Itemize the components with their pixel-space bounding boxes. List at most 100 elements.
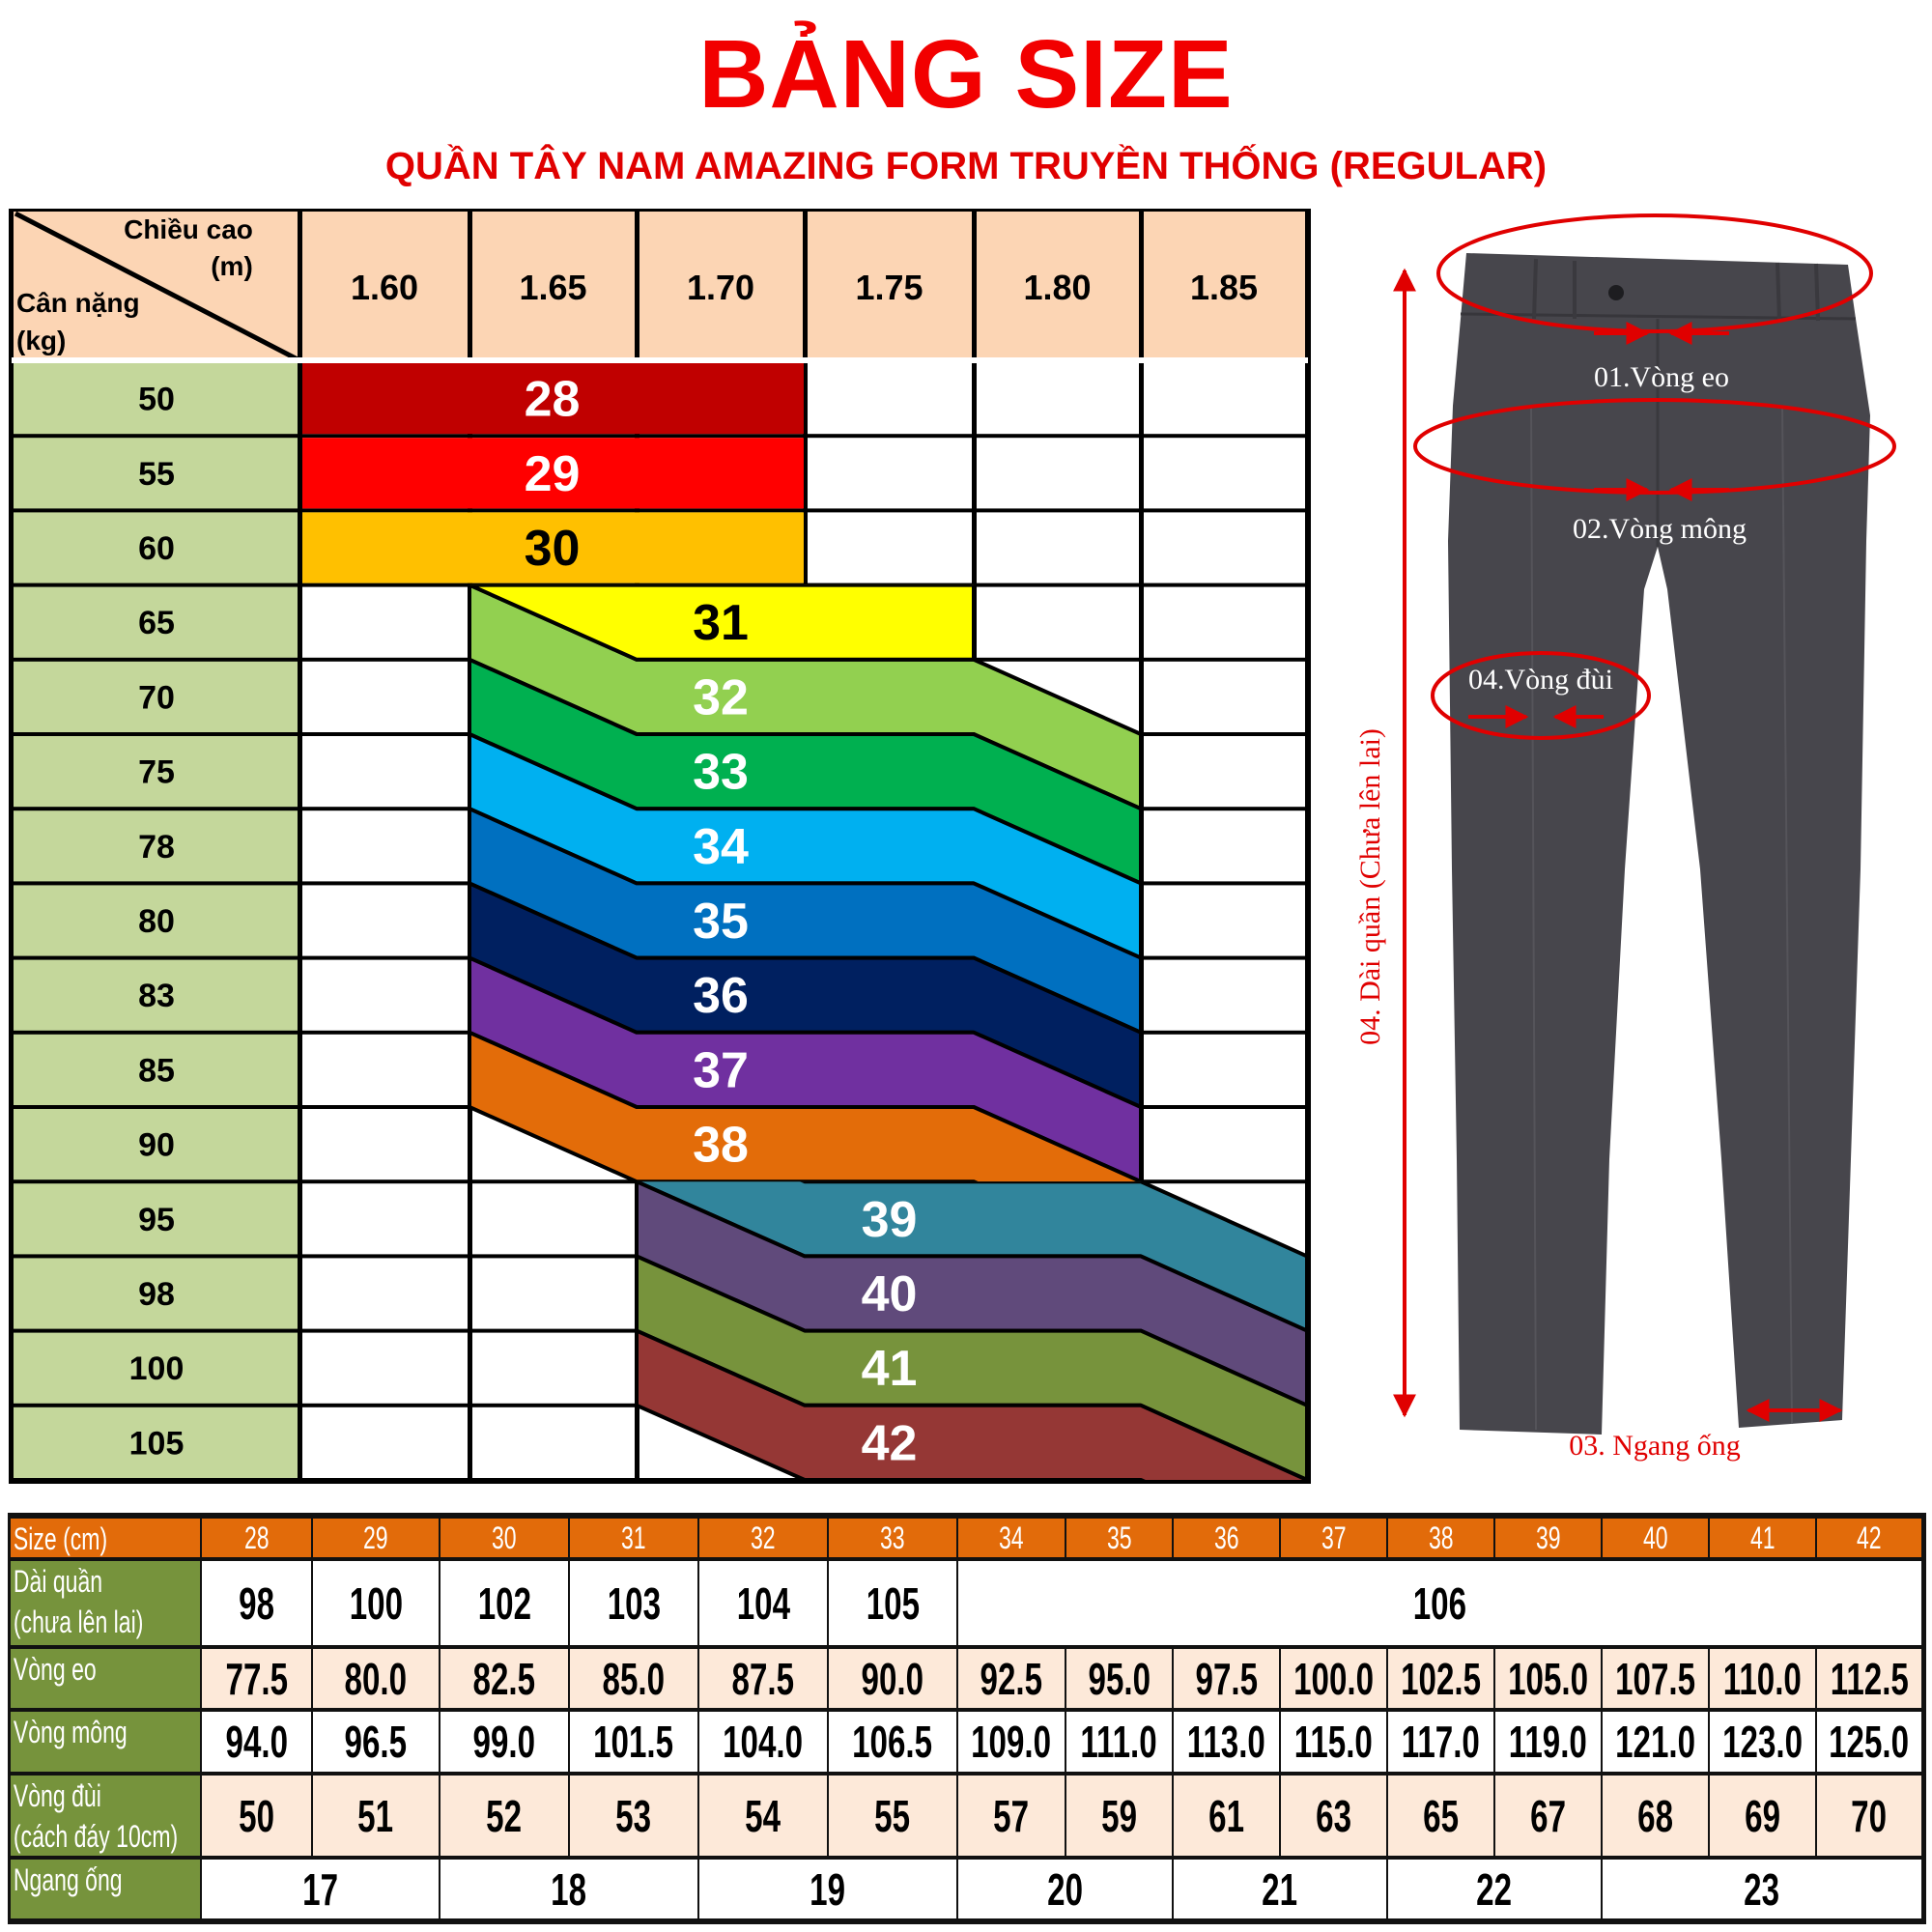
measurement-cell-text: 67 xyxy=(1530,1790,1566,1841)
grid-cell xyxy=(302,810,468,882)
grid-cell xyxy=(302,885,468,956)
measurement-cell-text: 113.0 xyxy=(1186,1717,1266,1767)
measurement-cell-text: 107.5 xyxy=(1615,1653,1695,1704)
size-header: 31 xyxy=(570,1519,697,1557)
measurement-cell-text: 105.0 xyxy=(1508,1653,1588,1704)
row-label: Vòng đùi (cách đáy 10cm) xyxy=(11,1776,200,1856)
measurement-cell: 82.5 xyxy=(440,1649,568,1708)
size-header-text: 35 xyxy=(1106,1520,1132,1555)
grid-cell xyxy=(808,438,972,509)
weight-label: 98 xyxy=(138,1276,175,1313)
weight-label: 95 xyxy=(138,1202,175,1238)
grid-cell xyxy=(302,661,468,732)
size-header: 32 xyxy=(699,1519,827,1557)
measurement-cell-text: 103 xyxy=(607,1577,661,1629)
measurement-cell-text: 22 xyxy=(1476,1863,1513,1915)
size-label-30: 30 xyxy=(525,521,581,577)
measurement-cell: 107.5 xyxy=(1603,1649,1708,1708)
row-label: Vòng eo xyxy=(11,1649,200,1708)
size-header-label: Size (cm) xyxy=(11,1519,200,1557)
measurement-cell-text: 102 xyxy=(477,1577,531,1629)
weight-cell xyxy=(14,1406,298,1478)
grid-cell xyxy=(977,363,1139,435)
weight-cell xyxy=(14,586,298,658)
size-header: 39 xyxy=(1495,1519,1601,1557)
size-label-31: 31 xyxy=(693,595,749,651)
header-separator xyxy=(12,357,1308,363)
measurement-cell-text: 68 xyxy=(1637,1790,1673,1841)
weight-cell xyxy=(14,438,298,509)
measurement-cell: 69 xyxy=(1710,1776,1815,1856)
height-header: 1.75 xyxy=(855,268,923,307)
measurement-cell: 19 xyxy=(699,1860,956,1918)
measurement-cell: 52 xyxy=(440,1776,568,1856)
measurement-cell-text: 109.0 xyxy=(971,1717,1052,1767)
measurement-cell: 22 xyxy=(1388,1860,1601,1918)
size-header-text: 28 xyxy=(243,1520,270,1555)
measurement-cell: 50 xyxy=(202,1776,311,1856)
corner-weight-unit: (kg) xyxy=(16,326,66,355)
measurement-cell: 105.0 xyxy=(1495,1649,1601,1708)
size-header: 36 xyxy=(1174,1519,1279,1557)
grid-cell xyxy=(1144,512,1305,583)
size-label-34: 34 xyxy=(693,819,749,875)
measurement-cell-text: 115.0 xyxy=(1293,1717,1374,1767)
size-label-28: 28 xyxy=(525,372,581,428)
measurement-cell-text: 99.0 xyxy=(472,1717,536,1767)
measurement-cell-text: 100.0 xyxy=(1293,1653,1374,1704)
measurement-cell: 70 xyxy=(1817,1776,1921,1856)
measurement-cell: 63 xyxy=(1281,1776,1386,1856)
measurement-cell-text: 90.0 xyxy=(861,1653,924,1704)
size-header-text: 32 xyxy=(751,1520,776,1555)
measurement-cell-text: 19 xyxy=(810,1863,846,1915)
measurement-cell: 55 xyxy=(829,1776,956,1856)
size-header-text: 39 xyxy=(1535,1520,1561,1555)
measurement-cell: 102 xyxy=(440,1561,568,1645)
measurement-cell-text: 94.0 xyxy=(225,1717,288,1767)
measurement-cell: 23 xyxy=(1603,1860,1921,1918)
grid-cell xyxy=(472,1406,635,1478)
measurement-cell-text: 100 xyxy=(349,1577,403,1629)
corner-height-unit: (m) xyxy=(211,251,253,281)
row-label-text: (chưa lên lai) xyxy=(13,1605,144,1639)
measurement-cell-text: 119.0 xyxy=(1508,1717,1588,1767)
measurement-cell-text: 80.0 xyxy=(344,1653,408,1704)
measurement-cell-text: 98 xyxy=(239,1577,274,1629)
measurement-cell: 92.5 xyxy=(958,1649,1065,1708)
measurement-cell-text: 51 xyxy=(357,1790,394,1841)
weight-cell xyxy=(14,363,298,435)
measurement-cell-text: 112.5 xyxy=(1830,1653,1909,1704)
measurement-cell-text: 63 xyxy=(1316,1790,1351,1841)
size-band-28 xyxy=(302,363,804,435)
measurement-cell: 94.0 xyxy=(202,1712,311,1772)
size-header: 29 xyxy=(313,1519,439,1557)
measurement-cell-text: 110.0 xyxy=(1722,1653,1803,1704)
size-band-42 xyxy=(635,1328,1309,1480)
measurement-cell-text: 17 xyxy=(302,1863,338,1915)
grid-cell xyxy=(302,1109,468,1180)
size-label-35: 35 xyxy=(693,894,749,950)
measurement-cell: 125.0 xyxy=(1817,1712,1921,1772)
size-label-41: 41 xyxy=(862,1341,918,1397)
measurement-cell: 113.0 xyxy=(1174,1712,1279,1772)
size-label-40: 40 xyxy=(862,1266,918,1322)
measurement-cell-text: 105 xyxy=(866,1577,920,1629)
grid-cell xyxy=(1144,1109,1305,1180)
measurement-cell-text: 96.5 xyxy=(344,1717,408,1767)
size-header-text: 29 xyxy=(363,1520,388,1555)
measurement-cell-text: 95.0 xyxy=(1088,1653,1151,1704)
row-label: Vòng mông xyxy=(11,1712,200,1772)
weight-cell xyxy=(14,661,298,732)
measurement-cell: 106 xyxy=(958,1561,1921,1645)
size-header-text: 38 xyxy=(1428,1520,1454,1555)
grid-cell xyxy=(1144,586,1305,658)
measurement-cell: 106.5 xyxy=(829,1712,956,1772)
grid-cell xyxy=(1144,363,1305,435)
corner-weight-label: Cân nặng xyxy=(16,288,140,318)
measurement-cell: 57 xyxy=(958,1776,1065,1856)
measurement-cell: 65 xyxy=(1388,1776,1493,1856)
weight-label: 65 xyxy=(138,605,175,641)
grid-cell xyxy=(302,1332,468,1404)
height-header-cell xyxy=(1144,212,1305,359)
size-by-height-weight-chart: Chiều cao (m) Cân nặng (kg) 1.60 1.65 1.70 1.75… xyxy=(9,209,1311,1484)
